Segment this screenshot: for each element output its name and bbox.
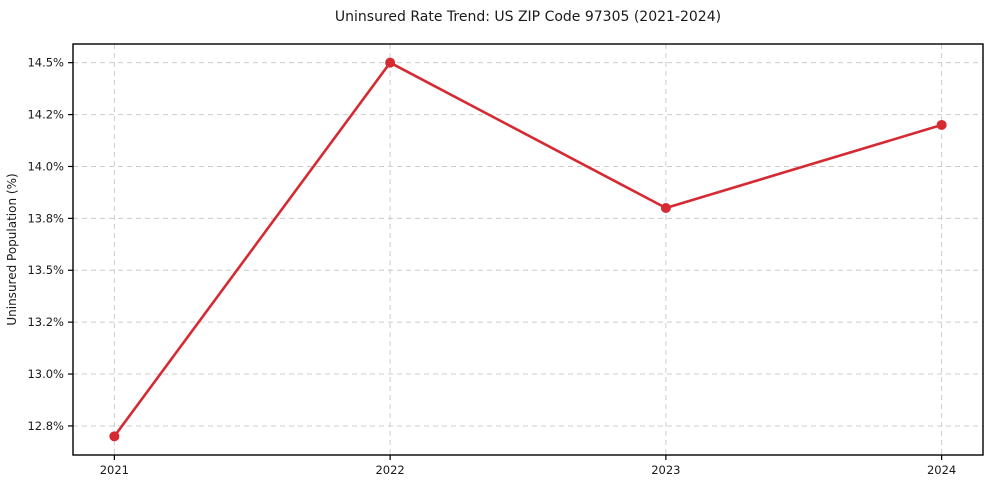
x-tick-label: 2023 (651, 463, 680, 477)
data-point (385, 57, 396, 68)
gridlines (73, 44, 983, 455)
y-tick-label: 14.0% (27, 159, 64, 173)
data-point (936, 119, 947, 130)
y-tick-label: 14.5% (27, 56, 64, 70)
plot-frame (72, 43, 984, 456)
y-tick-label: 12.8% (27, 419, 64, 433)
x-tick-label: 2022 (375, 463, 404, 477)
x-tick-label: 2024 (927, 463, 956, 477)
x-tick-label: 2021 (100, 463, 129, 477)
y-tick-label: 14.2% (27, 107, 64, 121)
y-tick-label: 13.5% (27, 263, 64, 277)
data-series (109, 57, 947, 442)
y-axis-label: Uninsured Population (%) (5, 173, 19, 325)
y-tick-label: 13.0% (27, 367, 64, 381)
data-point (109, 431, 120, 442)
chart-title: Uninsured Rate Trend: US ZIP Code 97305 … (335, 9, 721, 25)
y-tick-label: 13.2% (27, 315, 64, 329)
y-tick-label: 13.8% (27, 211, 64, 225)
series-line (113, 61, 943, 438)
data-point (660, 202, 671, 213)
axes: 12.8% 13.0% 13.2% 13.5% 13.8% 14.0% 14.2% 14.5%… (27, 43, 984, 477)
